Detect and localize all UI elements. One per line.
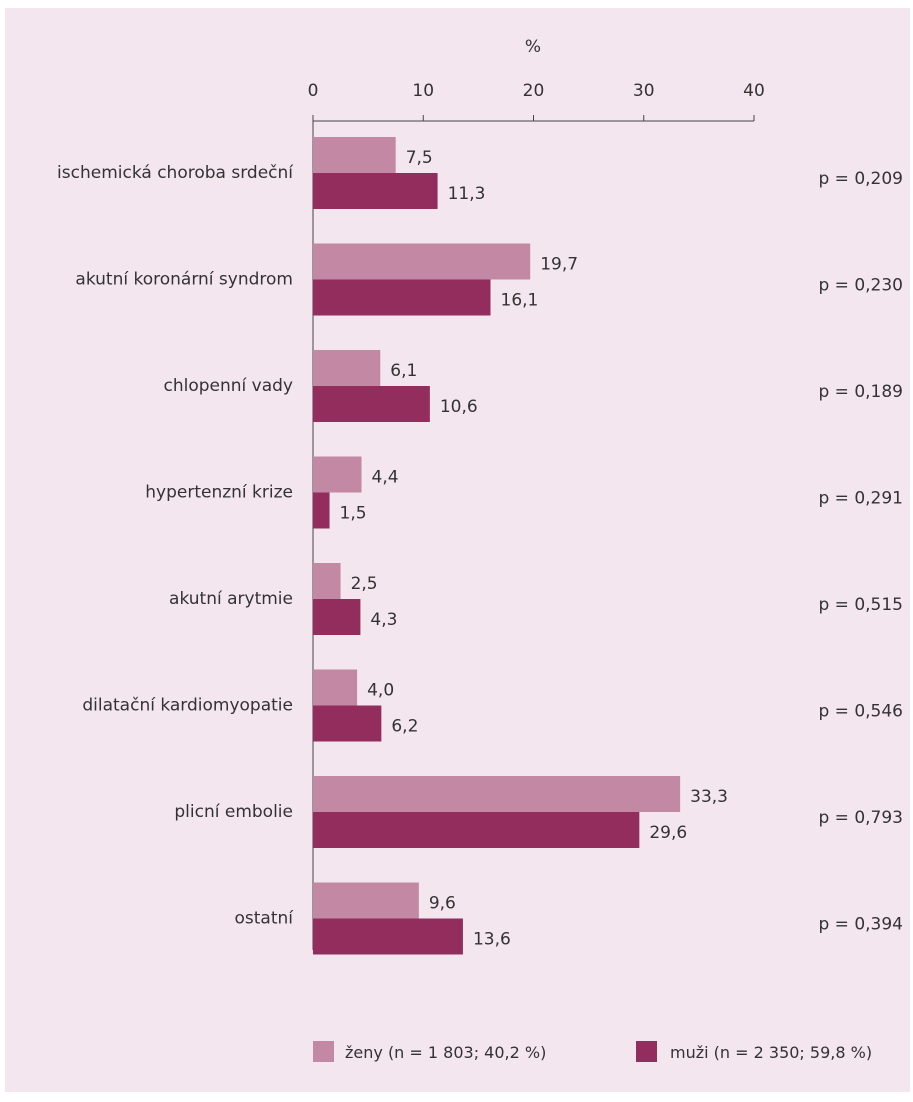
p-value-annotation: p = 0,793: [818, 808, 903, 828]
category-label: chlopenní vady: [163, 376, 293, 396]
bar: [313, 882, 419, 919]
bar: [313, 243, 531, 280]
data-label: 16,1: [501, 291, 539, 311]
p-value-annotation: p = 0,209: [818, 169, 903, 189]
category-label: akutní arytmie: [169, 589, 293, 609]
bar: [313, 279, 491, 316]
data-label: 6,2: [391, 717, 418, 737]
bar: [313, 350, 381, 386]
category-label: dilatační kardiomyopatie: [82, 696, 293, 716]
data-label: 4,0: [367, 681, 394, 701]
legend-swatch: [636, 1041, 657, 1062]
data-label: 1,5: [340, 504, 367, 524]
bars: [313, 137, 681, 955]
category-label: ostatní: [234, 909, 294, 929]
data-label: 2,5: [351, 574, 378, 594]
p-value-annotation: p = 0,291: [818, 489, 903, 509]
x-tick-label: 30: [633, 81, 655, 101]
x-axis-label: %: [525, 37, 541, 57]
bar: [313, 456, 362, 493]
data-label: 7,5: [406, 148, 433, 168]
p-value-annotation: p = 0,515: [818, 595, 903, 615]
x-tick-label: 10: [412, 81, 434, 101]
data-label: 13,6: [473, 930, 511, 950]
data-label: 10,6: [440, 397, 478, 417]
bar: [313, 705, 382, 742]
category-label: ischemická choroba srdeční: [57, 163, 294, 183]
p-value-annotation: p = 0,230: [818, 276, 903, 296]
bar: [313, 669, 358, 706]
bar: [313, 173, 438, 209]
category-label: hypertenzní krize: [145, 483, 293, 503]
bar: [313, 776, 681, 812]
x-tick-label: 20: [523, 81, 545, 101]
data-label: 11,3: [448, 184, 486, 204]
data-label: 9,6: [429, 894, 456, 914]
data-label: 4,3: [370, 610, 397, 630]
data-label: 19,7: [540, 255, 578, 275]
bar: [313, 812, 640, 848]
data-label: 6,1: [390, 361, 417, 381]
p-value-annotation: p = 0,394: [818, 915, 903, 935]
bar: [313, 492, 330, 529]
bar: [313, 599, 361, 635]
legend-swatch: [313, 1041, 334, 1062]
data-label: 4,4: [372, 468, 399, 488]
data-label: 29,6: [649, 823, 687, 843]
bar: [313, 137, 396, 173]
x-tick-label: 40: [743, 81, 765, 101]
p-value-annotation: p = 0,546: [818, 702, 903, 722]
legend-label: ženy (n = 1 803; 40,2 %): [345, 1043, 546, 1062]
data-label: 33,3: [690, 787, 728, 807]
category-label: plicní embolie: [174, 802, 293, 822]
legend: ženy (n = 1 803; 40,2 %) muži (n = 2 350;…: [313, 1041, 872, 1062]
x-tick-label: 0: [308, 81, 319, 101]
bar: [313, 386, 430, 422]
labels: ischemická choroba srdeční 7,5 11,3 p = 0,2…: [57, 148, 903, 950]
p-value-annotation: p = 0,189: [818, 382, 903, 402]
category-label: akutní koronární syndrom: [75, 270, 293, 290]
legend-label: muži (n = 2 350; 59,8 %): [670, 1043, 872, 1062]
bar: [313, 563, 341, 599]
bar: [313, 918, 463, 955]
chart-panel: [5, 8, 910, 1092]
